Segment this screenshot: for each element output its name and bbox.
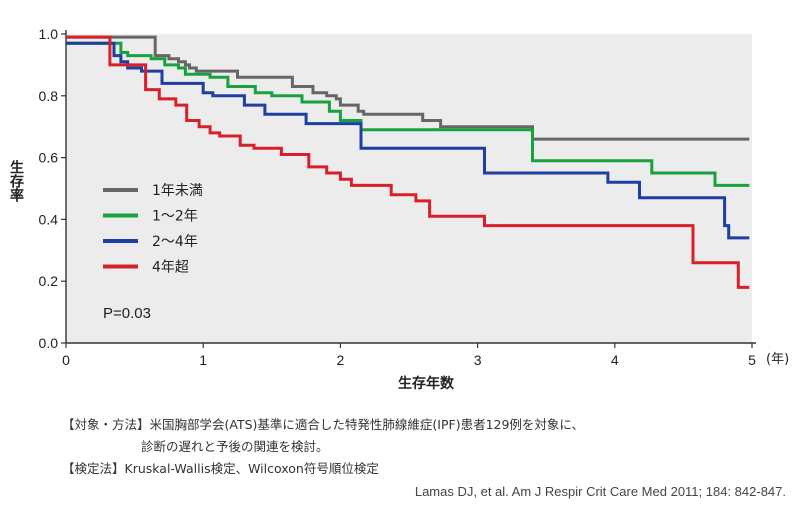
- x-tick-label: 3: [474, 352, 482, 368]
- y-tick-label: 0.4: [39, 211, 59, 227]
- y-tick-label: 0.6: [39, 150, 59, 166]
- x-tick-label: 2: [337, 352, 345, 368]
- x-axis-label: 生存年数: [398, 375, 455, 392]
- series-line-2: [66, 41, 750, 187]
- y-tick-label: 0.0: [39, 335, 59, 351]
- x-tick-label: 0: [62, 352, 70, 368]
- series-line-1: [66, 35, 750, 141]
- legend-label-2: 1〜2年: [152, 209, 198, 225]
- legend-label-1: 1年未満: [152, 183, 203, 199]
- note-methods-cont: 診断の遅れと予後の関連を検討。: [141, 439, 329, 454]
- series-line-4: [66, 35, 750, 289]
- p-value-annotation: P=0.03: [103, 305, 151, 322]
- plot-area: [66, 34, 752, 343]
- legend-label-4: 4年超: [152, 260, 189, 276]
- y-axis-label: 生存率: [8, 159, 24, 203]
- note-methods: 【対象・方法】米国胸部学会(ATS)基準に適合した特発性肺線維症(IPF)患者1…: [62, 417, 585, 432]
- x-tick-label: 5: [748, 352, 756, 368]
- y-tick-label: 0.8: [39, 88, 59, 104]
- citation: Lamas DJ, et al. Am J Respir Crit Care M…: [414, 484, 786, 499]
- survival-chart: 0.0 0.2 0.4 0.6 0.8 1.0 0 1 2 3 4 5 生存率 1年未満 1〜2年 2〜4年…: [8, 26, 789, 392]
- y-tick-label: 0.2: [39, 273, 59, 289]
- x-tick-label: 1: [199, 352, 207, 368]
- y-tick-label: 1.0: [39, 26, 59, 42]
- x-axis-unit: (年): [766, 352, 789, 367]
- legend-label-3: 2〜4年: [152, 234, 198, 250]
- x-tick-label: 4: [611, 352, 619, 368]
- note-test: 【検定法】Kruskal-Wallis検定、Wilcoxon符号順位検定: [62, 461, 379, 476]
